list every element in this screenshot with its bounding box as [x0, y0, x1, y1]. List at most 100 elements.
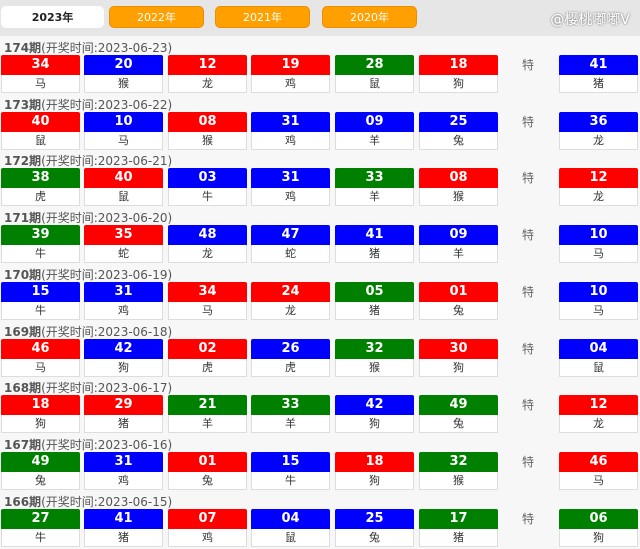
- zodiac-label: 猴: [419, 471, 498, 490]
- ball-number: 18: [419, 55, 498, 75]
- ball-number: 36: [559, 111, 638, 132]
- tab-2020[interactable]: 2020年: [322, 6, 417, 28]
- ball-cell: 07 鸡: [168, 508, 247, 547]
- ball-number: 31: [84, 451, 163, 472]
- special-label: 特: [521, 398, 534, 413]
- draw-record: 173期(开奖时间:2023-06-22) 40 鼠 10 马 08 猴 31 鸡 09 羊 25 兔特…: [0, 94, 640, 151]
- zodiac-label: 龙: [559, 415, 638, 434]
- ball-cell: 33 羊: [335, 168, 414, 207]
- ball-number: 19: [251, 55, 330, 75]
- zodiac-label: 兔: [168, 471, 247, 490]
- ball-number: 05: [335, 281, 414, 302]
- ball-cell: 19 鸡: [251, 55, 330, 93]
- ball-cell: 31 鸡: [84, 451, 163, 490]
- ball-cell: 31 鸡: [251, 111, 330, 150]
- ball-number: 49: [419, 395, 498, 416]
- special-ball-cell: 10 马: [559, 281, 638, 320]
- ball-cell: 34 马: [1, 55, 80, 93]
- issue-number: 167期: [4, 437, 42, 452]
- special-ball-cell: 06 狗: [559, 508, 638, 547]
- ball-cell: 41 猪: [84, 508, 163, 547]
- zodiac-label: 猴: [168, 131, 247, 150]
- ball-cell: 17 猪: [419, 508, 498, 547]
- draw-time: (开奖时间:2023-06-15): [41, 494, 173, 509]
- ball-cell: 38 虎: [1, 168, 80, 207]
- zodiac-label: 狗: [419, 358, 498, 377]
- ball-number: 39: [1, 225, 80, 246]
- ball-cell: 08 猴: [168, 111, 247, 150]
- zodiac-label: 羊: [168, 415, 247, 434]
- zodiac-label: 羊: [335, 188, 414, 207]
- ball-cell: 41 猪: [335, 225, 414, 264]
- ball-number: 04: [559, 338, 638, 359]
- zodiac-label: 蛇: [251, 245, 330, 264]
- ball-number: 01: [419, 281, 498, 302]
- ball-cell: 47 蛇: [251, 225, 330, 264]
- zodiac-label: 狗: [559, 528, 638, 547]
- zodiac-label: 狗: [1, 415, 80, 434]
- ball-cell: 32 猴: [419, 451, 498, 490]
- zodiac-label: 鸡: [84, 301, 163, 320]
- ball-cell: 01 兔: [419, 281, 498, 320]
- ball-number: 41: [84, 508, 163, 529]
- ball-number: 49: [1, 451, 80, 472]
- ball-number: 46: [559, 451, 638, 472]
- special-label: 特: [521, 454, 534, 469]
- ball-cell: 09 羊: [335, 111, 414, 150]
- zodiac-label: 猴: [84, 75, 163, 93]
- zodiac-label: 马: [84, 131, 163, 150]
- issue-number: 169期: [4, 324, 42, 339]
- ball-cell: 35 蛇: [84, 225, 163, 264]
- special-ball-cell: 36 龙: [559, 111, 638, 150]
- zodiac-label: 马: [559, 301, 638, 320]
- ball-number: 07: [168, 508, 247, 529]
- ball-number: 31: [84, 281, 163, 302]
- zodiac-label: 龙: [168, 245, 247, 264]
- zodiac-label: 羊: [335, 131, 414, 150]
- zodiac-label: 鸡: [84, 471, 163, 490]
- record-header: 169期(开奖时间:2023-06-18): [4, 323, 172, 340]
- ball-number: 02: [168, 338, 247, 359]
- zodiac-label: 鸡: [251, 131, 330, 150]
- special-ball-cell: 41 猪: [559, 55, 638, 93]
- ball-number: 33: [335, 168, 414, 189]
- ball-cell: 15 牛: [1, 281, 80, 320]
- year-tabs: 2023年 2022年 2021年 2020年 @樱桃嘟嘟V: [0, 0, 640, 36]
- tab-2022[interactable]: 2022年: [109, 6, 204, 28]
- record-header: 171期(开奖时间:2023-06-20): [4, 209, 172, 226]
- zodiac-label: 马: [559, 471, 638, 490]
- ball-number: 10: [559, 225, 638, 246]
- zodiac-label: 龙: [251, 301, 330, 320]
- issue-number: 168期: [4, 381, 42, 396]
- special-label: 特: [521, 341, 534, 356]
- draw-time: (开奖时间:2023-06-19): [41, 267, 173, 282]
- ball-cell: 49 兔: [419, 395, 498, 434]
- ball-cell: 31 鸡: [251, 168, 330, 207]
- tab-2023[interactable]: 2023年: [1, 6, 104, 28]
- zodiac-label: 鼠: [335, 75, 414, 93]
- ball-cell: 26 虎: [251, 338, 330, 377]
- draw-record: 168期(开奖时间:2023-06-17) 18 狗 29 猪 21 羊 33 羊 42 狗 49 兔特…: [0, 377, 640, 434]
- ball-number: 27: [1, 508, 80, 529]
- issue-number: 174期: [4, 41, 42, 55]
- ball-number: 42: [84, 338, 163, 359]
- ball-number: 29: [84, 395, 163, 416]
- ball-number: 18: [335, 451, 414, 472]
- tab-2021[interactable]: 2021年: [215, 6, 310, 28]
- zodiac-label: 猪: [84, 528, 163, 547]
- zodiac-label: 猪: [335, 301, 414, 320]
- ball-number: 04: [251, 508, 330, 529]
- ball-cell: 12 龙: [168, 55, 247, 93]
- ball-number: 24: [251, 281, 330, 302]
- zodiac-label: 牛: [251, 471, 330, 490]
- ball-cell: 08 猴: [419, 168, 498, 207]
- zodiac-label: 马: [168, 301, 247, 320]
- special-label: 特: [521, 284, 534, 299]
- ball-cell: 18 狗: [335, 451, 414, 490]
- ball-cell: 01 兔: [168, 451, 247, 490]
- draw-record: 170期(开奖时间:2023-06-19) 15 牛 31 鸡 34 马 24 龙 05 猪 01 兔特…: [0, 264, 640, 321]
- zodiac-label: 龙: [559, 188, 638, 207]
- ball-cell: 34 马: [168, 281, 247, 320]
- ball-cell: 40 鼠: [84, 168, 163, 207]
- watermark: @樱桃嘟嘟V: [550, 12, 630, 28]
